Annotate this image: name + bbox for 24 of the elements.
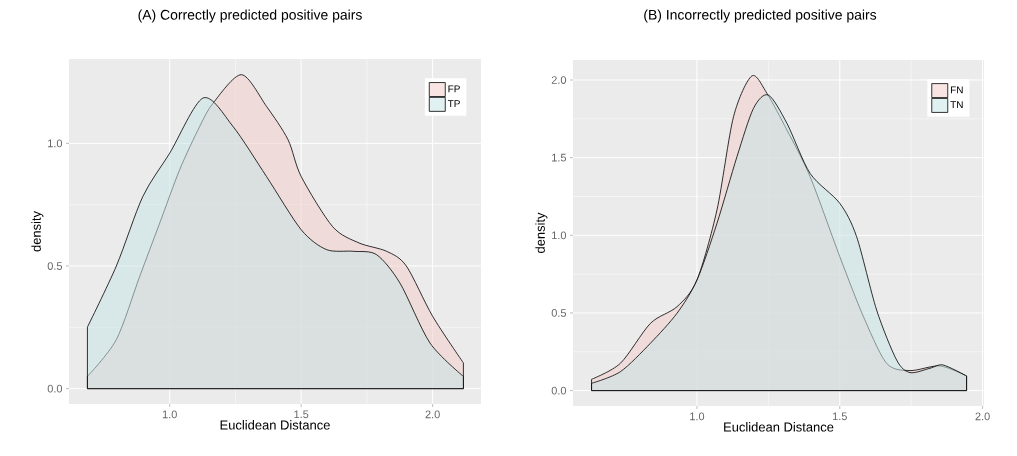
legend-label: TP [447,100,460,108]
x-axis-title: Euclidean Distance [220,420,330,430]
x-axis-title: Euclidean Distance [724,422,834,432]
x-tick-label: 1.0 [690,412,705,421]
x-tick-label: 1.5 [832,412,847,421]
y-tick-label: 2.0 [551,76,567,84]
y-tick-label: 1.5 [552,153,567,162]
x-tick-label: 1.0 [162,410,177,419]
chart-title: (B) Incorrectly predicted positive pairs [644,9,877,23]
legend-label: TN [950,101,963,109]
x-tick-label: 2.0 [975,412,990,421]
y-tick-label: 1.0 [48,139,63,148]
y-tick-label: 0.5 [551,309,567,317]
y-axis-title: density [31,210,44,252]
y-tick-label: 0.0 [551,386,567,395]
y-tick-label: 0.5 [47,262,63,270]
legend-label: FP [448,85,460,93]
y-axis-title: density [535,212,548,253]
y-tick-label: 1.0 [552,231,567,240]
x-tick-label: 2.0 [425,410,440,419]
chart-title: (A) Correctly predicted positive pairs [138,9,362,23]
legend-label: FN [950,86,963,94]
y-tick-label: 0.0 [47,384,63,393]
x-tick-label: 1.5 [294,410,309,419]
